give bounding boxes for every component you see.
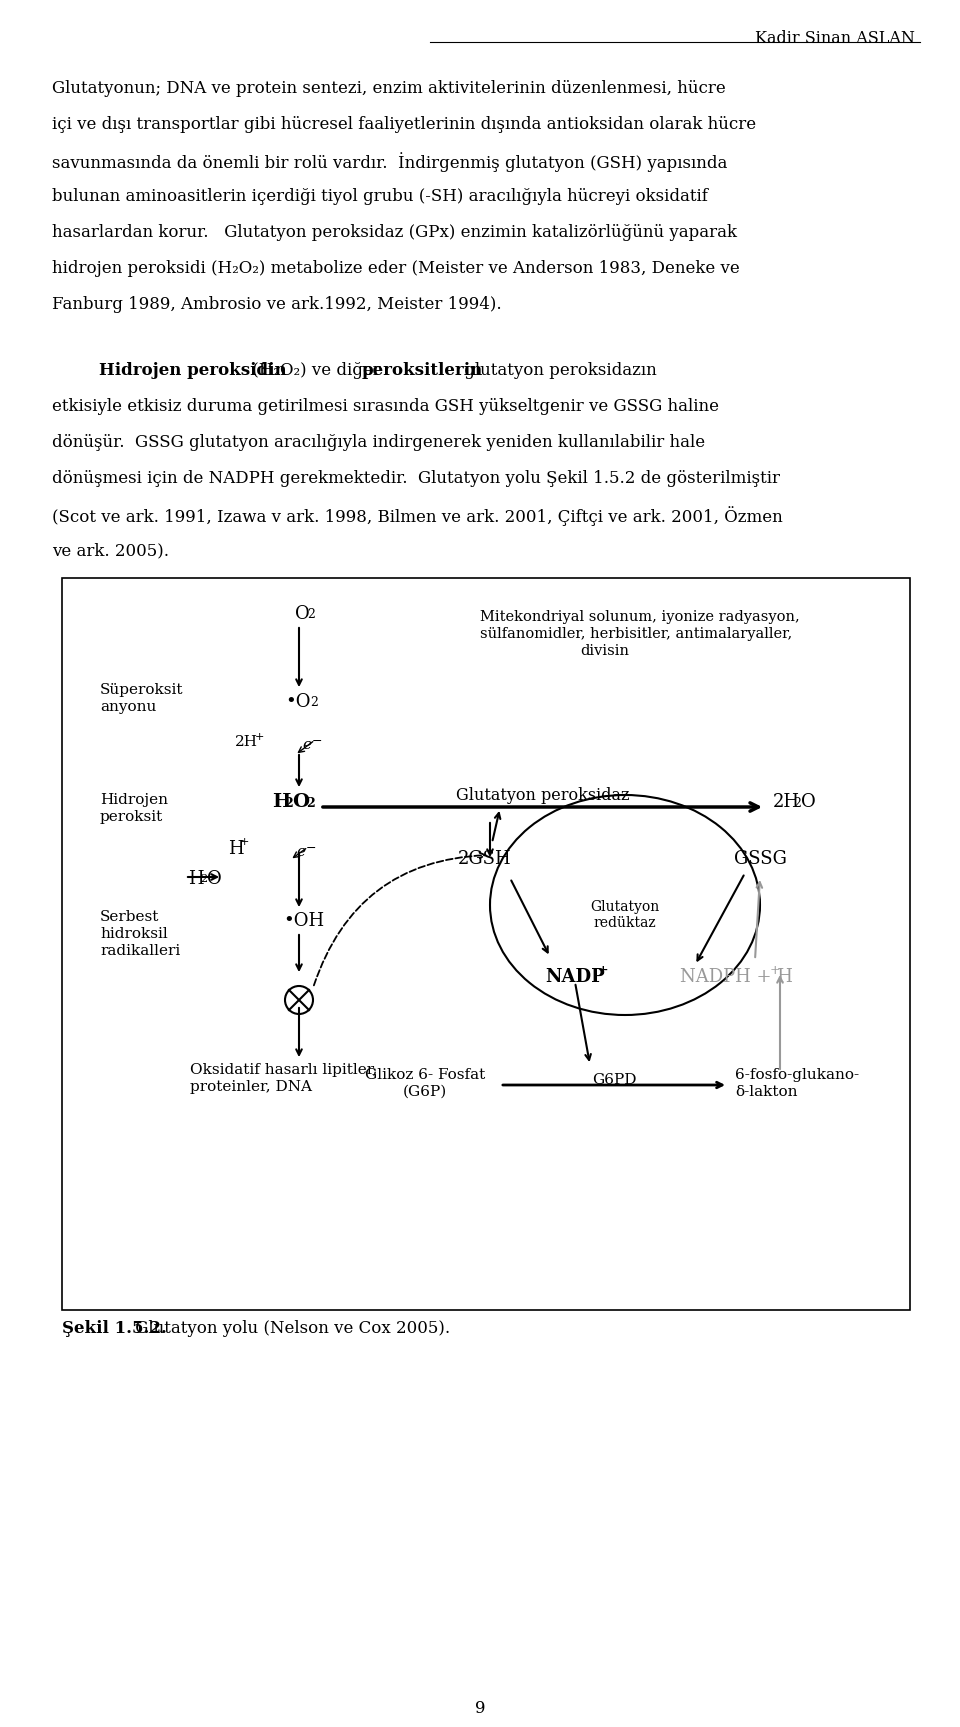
Text: peroksit: peroksit (100, 810, 163, 824)
Text: radikalleri: radikalleri (100, 945, 180, 958)
Text: +: + (240, 838, 250, 846)
Text: O: O (207, 870, 222, 888)
Text: Glikoz 6- Fosfat: Glikoz 6- Fosfat (365, 1067, 485, 1083)
Text: ve ark. 2005).: ve ark. 2005). (52, 542, 169, 560)
Text: Süperoksit: Süperoksit (100, 682, 183, 698)
Text: 2H: 2H (235, 736, 258, 750)
Bar (62, 579, 910, 1311)
Text: 2: 2 (284, 796, 293, 810)
Text: hasarlardan korur.   Glutatyon peroksidaz (GPx) enzimin katalizörlüğünü yaparak: hasarlardan korur. Glutatyon peroksidaz … (52, 225, 737, 242)
Text: GSSG: GSSG (733, 850, 786, 869)
Text: •OH: •OH (283, 912, 324, 931)
Text: G6PD: G6PD (591, 1072, 636, 1086)
Text: −: − (306, 843, 317, 855)
Text: NADPH + H: NADPH + H (680, 969, 793, 986)
Text: Mitekondriyal solunum, iyonize radyasyon,: Mitekondriyal solunum, iyonize radyasyon… (480, 610, 800, 623)
Text: •O: •O (285, 693, 310, 712)
Text: H: H (228, 839, 244, 858)
Text: δ-lakton: δ-lakton (735, 1085, 798, 1098)
Text: redüktaz: redüktaz (593, 915, 657, 931)
Text: Şekil 1.5.2.: Şekil 1.5.2. (62, 1319, 167, 1337)
Text: Kadir Sinan ASLAN: Kadir Sinan ASLAN (756, 29, 915, 47)
Text: 2H: 2H (773, 793, 800, 812)
Text: glutatyon peroksidazın: glutatyon peroksidazın (459, 363, 657, 378)
Text: sülfanomidler, herbisitler, antimalaryaller,: sülfanomidler, herbisitler, antimalaryal… (480, 627, 792, 641)
Text: proteinler, DNA: proteinler, DNA (190, 1079, 312, 1093)
Text: Glutatyonun; DNA ve protein sentezi, enzim aktivitelerinin düzenlenmesi, hücre: Glutatyonun; DNA ve protein sentezi, enz… (52, 79, 726, 97)
Text: 2: 2 (310, 696, 318, 710)
Text: O: O (801, 793, 816, 812)
Text: 6-fosfo-glukano-: 6-fosfo-glukano- (735, 1067, 859, 1083)
Text: O: O (292, 793, 309, 812)
Text: divisin: divisin (580, 644, 629, 658)
Text: +: + (598, 964, 609, 977)
Text: hidrojen peroksidi (H₂O₂) metabolize eder (Meister ve Anderson 1983, Deneke ve: hidrojen peroksidi (H₂O₂) metabolize ede… (52, 261, 740, 276)
Text: 2: 2 (200, 874, 207, 884)
Text: 9: 9 (475, 1699, 485, 1717)
Text: 2: 2 (306, 796, 315, 810)
Text: Hidrojen peroksidin: Hidrojen peroksidin (99, 363, 287, 378)
Text: O: O (295, 604, 310, 623)
Text: Hidrojen: Hidrojen (100, 793, 168, 807)
Text: dönüşür.  GSSG glutatyon aracılığıyla indirgenerek yeniden kullanılabilir hale: dönüşür. GSSG glutatyon aracılığıyla ind… (52, 433, 706, 451)
Text: dönüşmesi için de NADPH gerekmektedir.  Glutatyon yolu Şekil 1.5.2 de gösterilmi: dönüşmesi için de NADPH gerekmektedir. G… (52, 470, 780, 487)
Text: +: + (255, 732, 264, 743)
Text: Glutatyon yolu (Nelson ve Cox 2005).: Glutatyon yolu (Nelson ve Cox 2005). (130, 1319, 450, 1337)
Text: peroksitlerin: peroksitlerin (362, 363, 483, 378)
Text: NADP: NADP (545, 969, 605, 986)
Text: +: + (770, 964, 780, 977)
Text: (G6P): (G6P) (403, 1085, 447, 1098)
Text: bulunan aminoasitlerin içerdiği tiyol grubu (-SH) aracılığıyla hücreyi oksidatif: bulunan aminoasitlerin içerdiği tiyol gr… (52, 188, 708, 206)
Text: anyonu: anyonu (100, 699, 156, 713)
Text: etkisiyle etkisiz duruma getirilmesi sırasında GSH yükseltgenir ve GSSG haline: etkisiyle etkisiz duruma getirilmesi sır… (52, 397, 719, 414)
Text: (H₂O₂) ve diğer: (H₂O₂) ve diğer (247, 363, 386, 378)
Text: Glutatyon: Glutatyon (590, 900, 660, 914)
Text: Serbest: Serbest (100, 910, 159, 924)
Text: Glutatyon peroksidaz: Glutatyon peroksidaz (456, 788, 630, 805)
Text: içi ve dışı transportlar gibi hücresel faaliyetlerinin dışında antioksidan olara: içi ve dışı transportlar gibi hücresel f… (52, 116, 756, 133)
Text: H: H (272, 793, 290, 812)
Text: savunmasında da önemli bir rolü vardır.  İndirgenmiş glutatyon (GSH) yapısında: savunmasında da önemli bir rolü vardır. … (52, 152, 728, 173)
Text: 2: 2 (307, 608, 315, 622)
Text: 2: 2 (793, 796, 801, 810)
Text: e: e (302, 737, 311, 751)
Text: Fanburg 1989, Ambrosio ve ark.1992, Meister 1994).: Fanburg 1989, Ambrosio ve ark.1992, Meis… (52, 295, 502, 313)
Text: H: H (188, 870, 204, 888)
Text: e: e (296, 845, 305, 858)
Text: (Scot ve ark. 1991, Izawa v ark. 1998, Bilmen ve ark. 2001, Çiftçi ve ark. 2001,: (Scot ve ark. 1991, Izawa v ark. 1998, B… (52, 506, 782, 527)
Text: Oksidatif hasarlı lipitler,: Oksidatif hasarlı lipitler, (190, 1064, 377, 1078)
Text: 2GSH: 2GSH (458, 850, 512, 869)
Text: −: − (312, 736, 323, 748)
Text: hidroksil: hidroksil (100, 927, 168, 941)
